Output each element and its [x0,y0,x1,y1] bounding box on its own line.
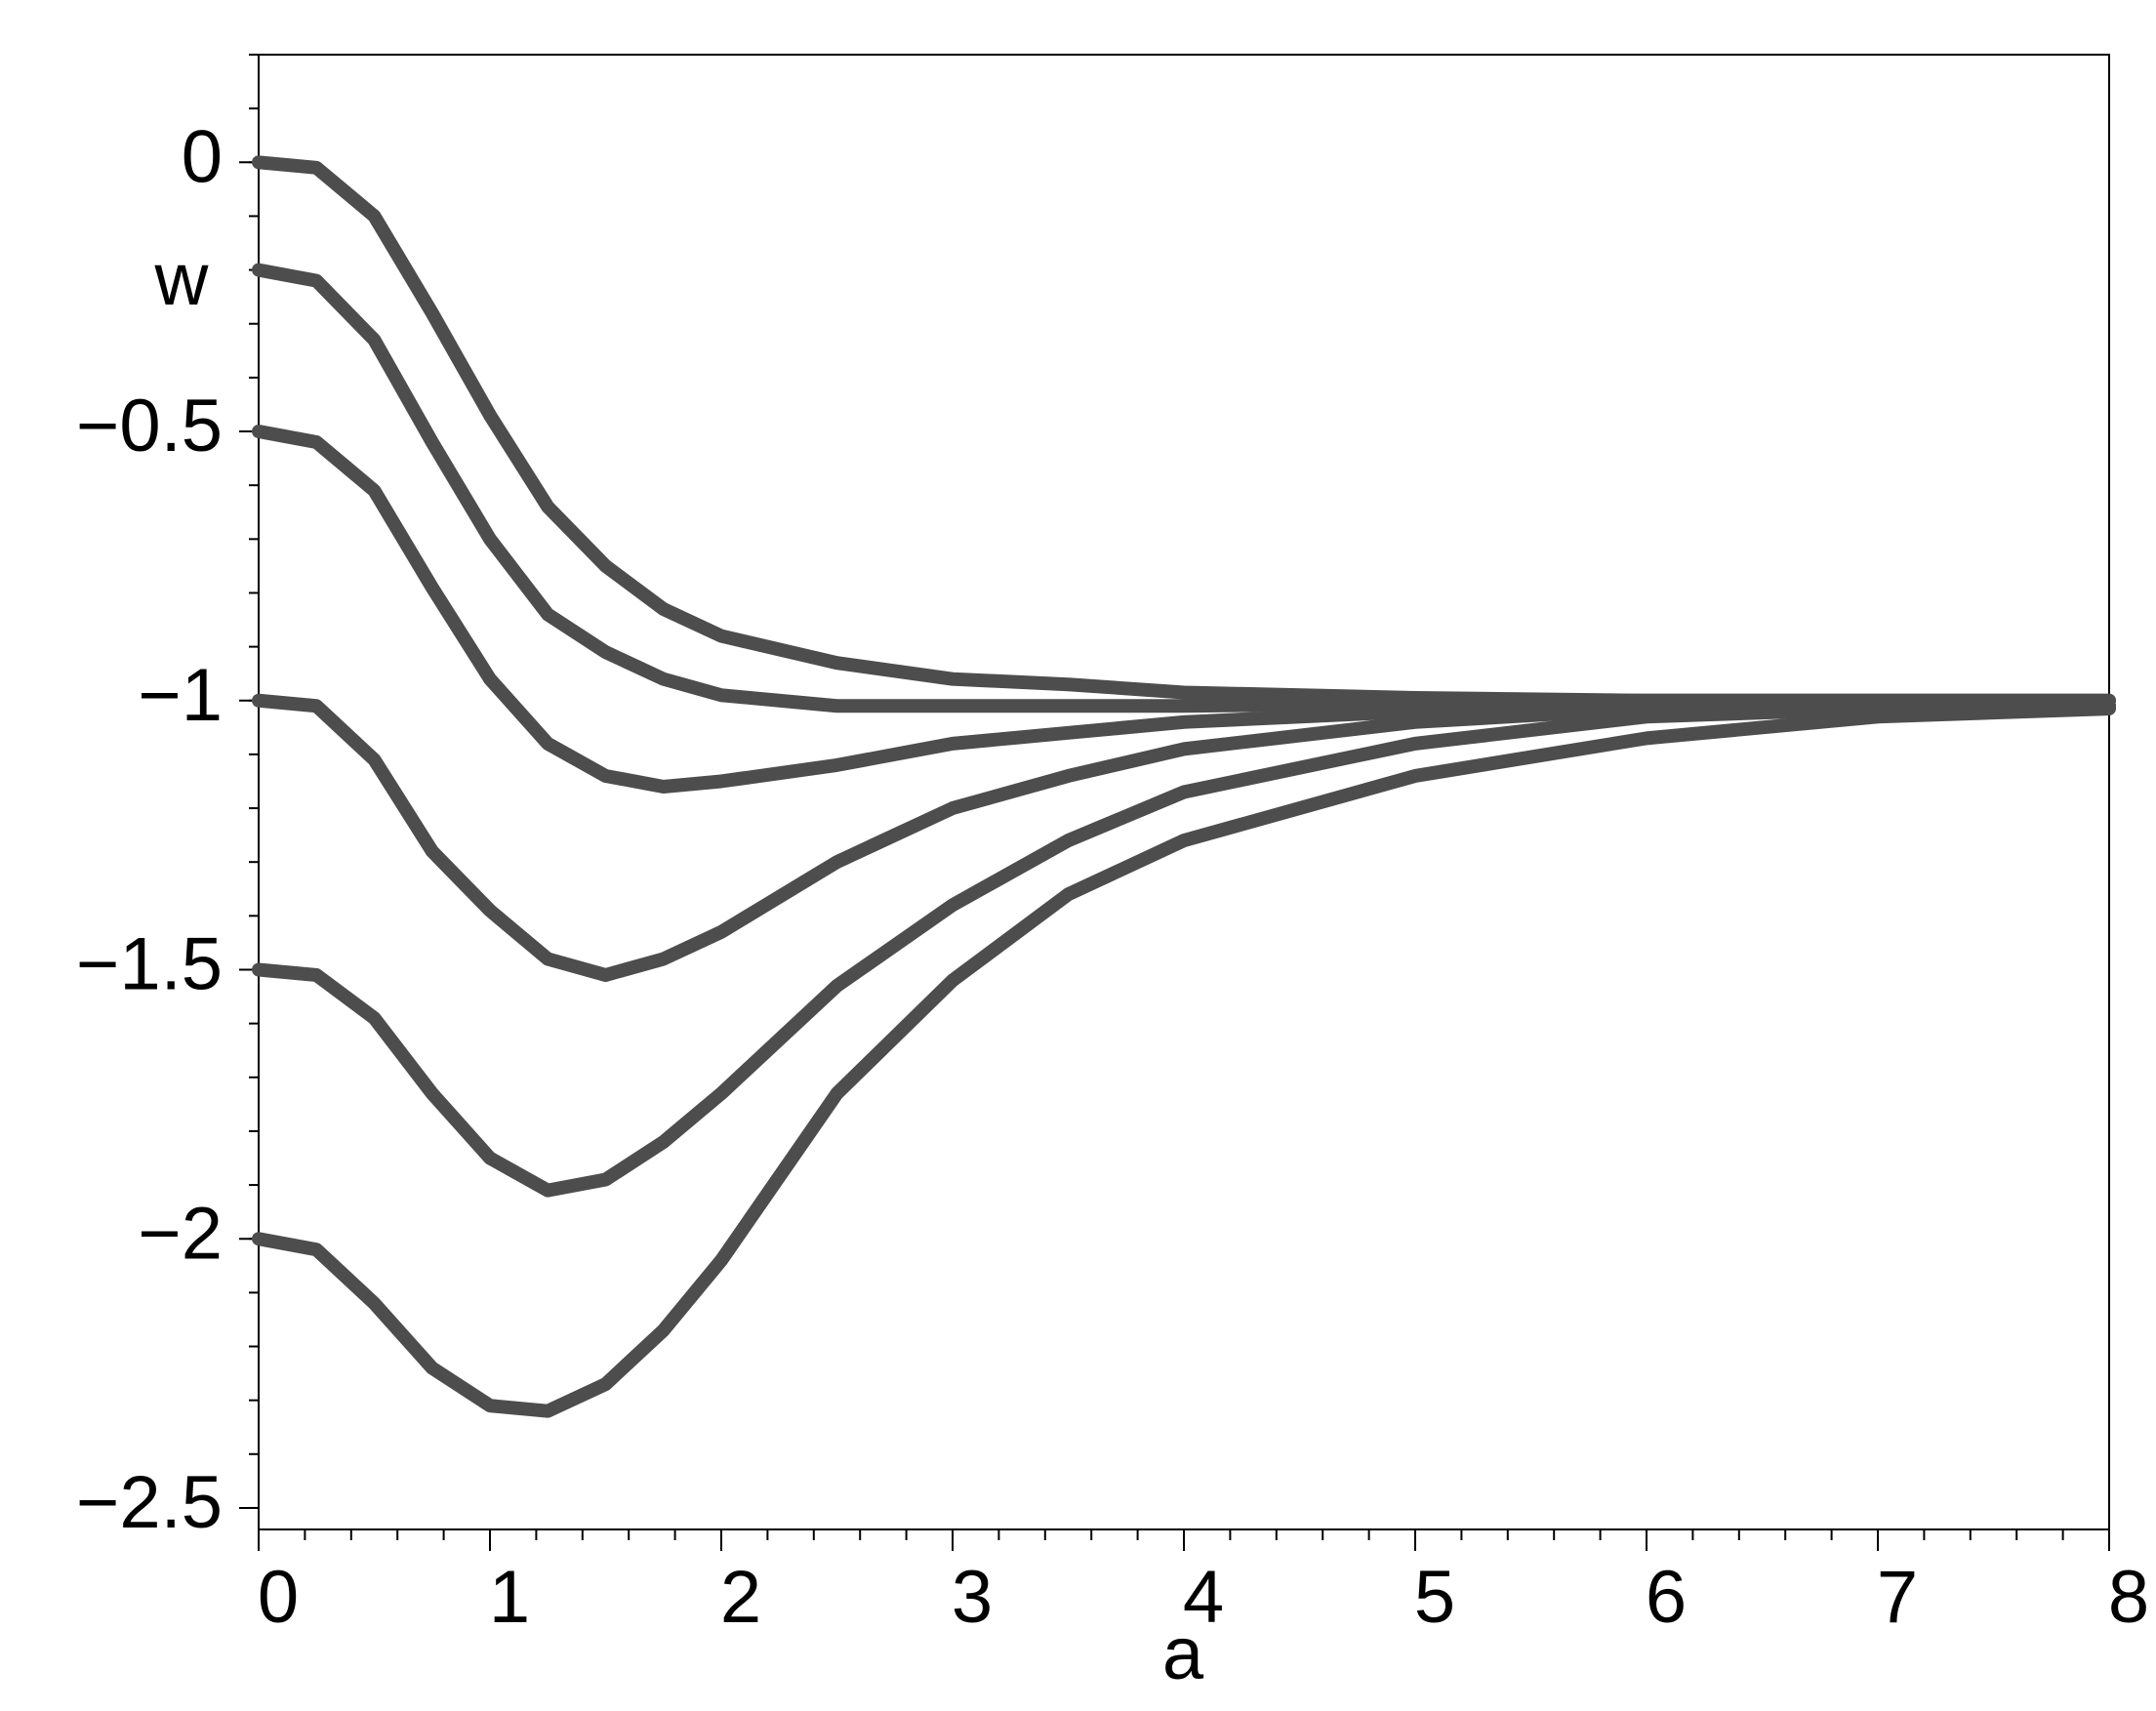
curve [252,425,2116,794]
y-tick-label: −2 [138,1192,223,1275]
y-tick-label: −2.5 [76,1461,223,1544]
x-axis-label: a [1162,1612,1204,1695]
x-tick-label: 8 [2108,1556,2149,1639]
x-tick-label: 6 [1646,1556,1687,1639]
x-tick-label: 5 [1414,1556,1455,1639]
x-tick-label: 0 [258,1556,299,1639]
curve [252,155,2116,708]
x-tick-label: 3 [952,1556,993,1639]
x-tick-label: 2 [720,1556,761,1639]
x-tick-label: 7 [1877,1556,1918,1639]
curve [252,693,2116,982]
y-tick-label: 0 [182,115,223,198]
x-tick-label: 4 [1183,1556,1224,1639]
curve [252,699,2116,1198]
y-tick-label: −0.5 [76,385,223,468]
y-axis-label: w [154,238,210,321]
curve [252,263,2116,713]
y-tick-label: −1 [138,654,223,737]
curve [252,702,2116,1418]
x-tick-label: 1 [489,1556,530,1639]
y-tick-label: −1.5 [76,923,223,1006]
